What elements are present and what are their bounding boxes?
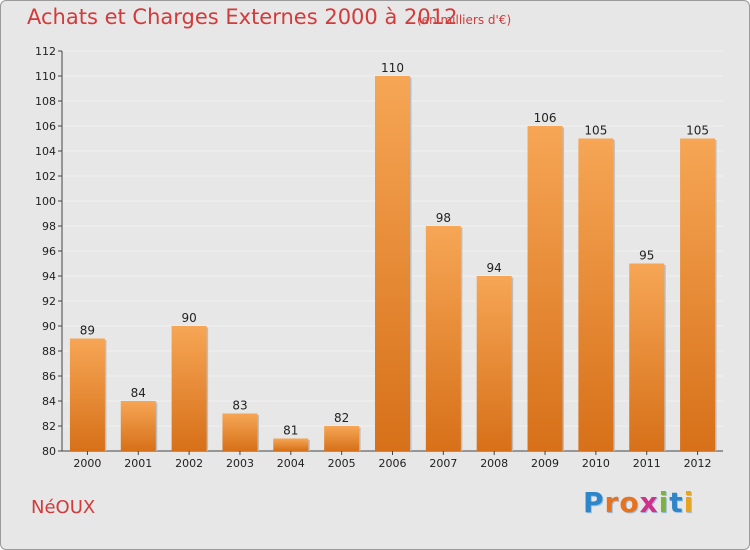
- x-tick-label: 2011: [633, 457, 661, 470]
- data-label: 82: [334, 411, 349, 425]
- y-tick-label: 108: [35, 95, 56, 108]
- x-tick-label: 2012: [684, 457, 712, 470]
- data-label: 95: [639, 249, 654, 263]
- logo-letter: t: [669, 486, 684, 519]
- chart-title: Achats et Charges Externes 2000 à 2012: [27, 5, 458, 29]
- x-tick-label: 2002: [175, 457, 203, 470]
- bar: [324, 426, 360, 451]
- y-tick-label: 92: [42, 295, 56, 308]
- data-label: 83: [232, 399, 247, 413]
- chart-subtitle: (en milliers d'€): [417, 13, 512, 27]
- data-label: 106: [534, 111, 557, 125]
- bar: [120, 401, 156, 451]
- bar: [171, 326, 207, 451]
- x-tick-label: 2007: [429, 457, 457, 470]
- x-tick-label: 2008: [480, 457, 508, 470]
- x-tick-label: 2004: [277, 457, 305, 470]
- x-tick-label: 2009: [531, 457, 559, 470]
- data-label: 81: [283, 424, 298, 438]
- bar: [375, 76, 410, 451]
- logo-letter: P: [583, 486, 605, 519]
- y-tick-label: 88: [42, 345, 56, 358]
- bar: [629, 263, 665, 451]
- y-tick-label: 90: [42, 320, 56, 333]
- data-label: 84: [131, 386, 146, 400]
- x-tick-label: 2006: [379, 457, 407, 470]
- data-label: 94: [487, 261, 502, 275]
- bar: [476, 276, 512, 451]
- logo-letter: o: [619, 486, 640, 519]
- logo-letter: r: [604, 486, 620, 519]
- bar: [680, 138, 716, 451]
- x-tick-label: 2001: [124, 457, 152, 470]
- data-label: 105: [686, 124, 709, 138]
- bar: [578, 138, 614, 451]
- x-tick-label: 2010: [582, 457, 610, 470]
- y-tick-label: 84: [42, 395, 56, 408]
- y-tick-label: 100: [35, 195, 56, 208]
- x-tick-label: 2000: [73, 457, 101, 470]
- x-tick-label: 2003: [226, 457, 254, 470]
- y-tick-label: 110: [35, 70, 56, 83]
- y-tick-label: 82: [42, 420, 56, 433]
- bar: [69, 338, 105, 451]
- logo-letter: i: [658, 486, 670, 519]
- data-label: 90: [181, 311, 196, 325]
- x-tick-label: 2005: [328, 457, 356, 470]
- proxiti-logo: Proxiti: [583, 486, 694, 519]
- y-tick-label: 112: [35, 45, 56, 58]
- y-tick-label: 104: [35, 145, 56, 158]
- data-label: 110: [381, 61, 404, 75]
- bar: [425, 226, 461, 451]
- data-label: 105: [584, 124, 607, 138]
- commune-name: NéOUX: [31, 497, 96, 518]
- y-tick-label: 96: [42, 245, 56, 258]
- y-tick-label: 102: [35, 170, 56, 183]
- y-tick-label: 98: [42, 220, 56, 233]
- y-tick-label: 80: [42, 445, 56, 458]
- data-label: 98: [436, 211, 451, 225]
- y-tick-label: 86: [42, 370, 56, 383]
- bar: [273, 438, 309, 451]
- logo-letter: i: [683, 486, 695, 519]
- data-label: 89: [80, 324, 95, 338]
- bar: [527, 126, 563, 451]
- logo-letter: x: [639, 486, 659, 519]
- y-tick-label: 94: [42, 270, 56, 283]
- bar: [222, 413, 258, 451]
- y-tick-label: 106: [35, 120, 56, 133]
